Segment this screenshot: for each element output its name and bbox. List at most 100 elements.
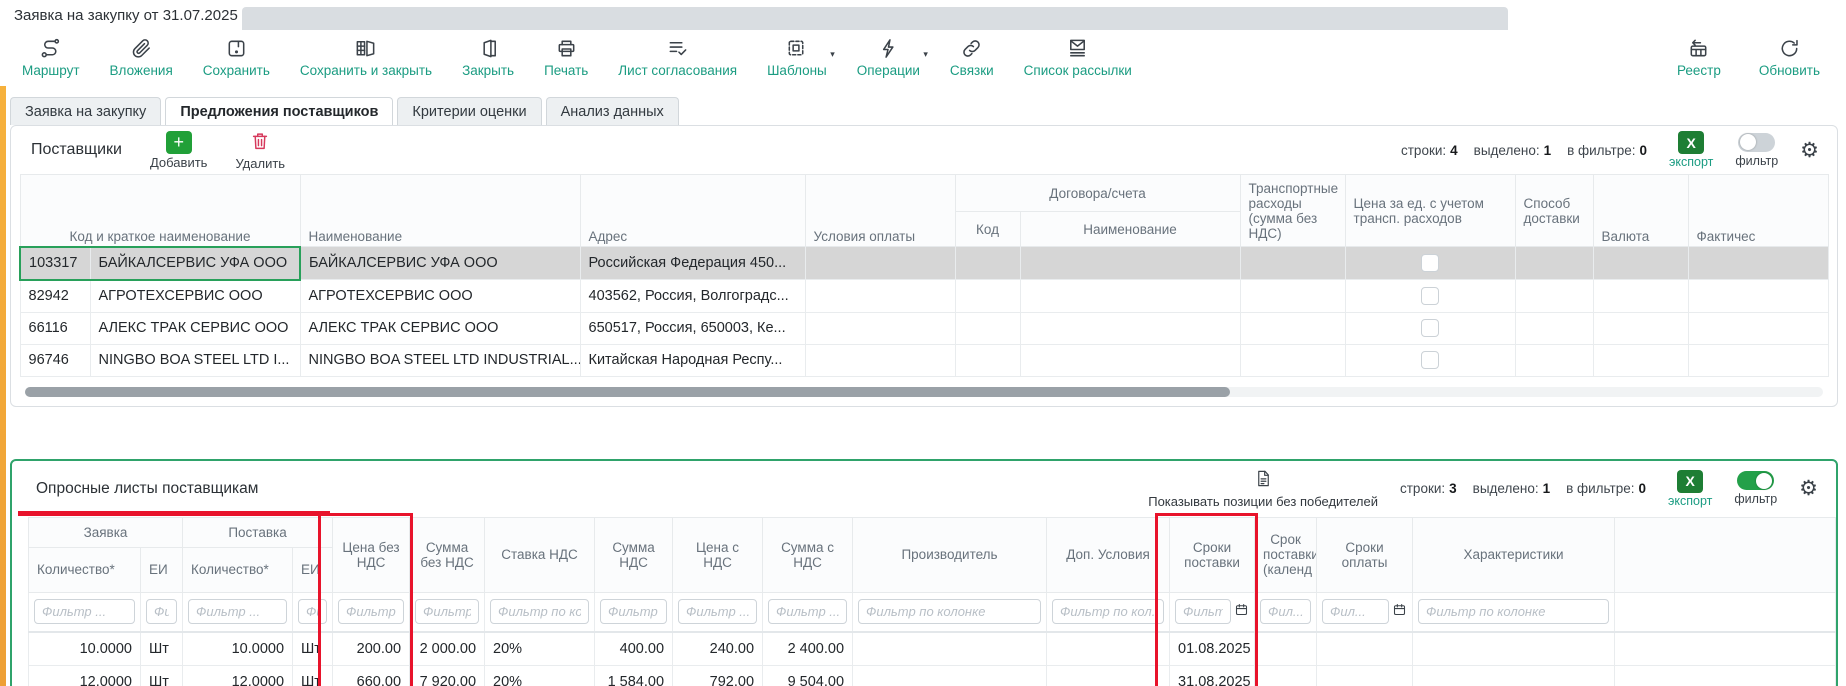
- show-positions-without-winners-button[interactable]: Показывать позиции без победителей: [1148, 468, 1378, 509]
- cell-contract-name[interactable]: [1019, 343, 1241, 377]
- cell-actual[interactable]: [1687, 279, 1830, 313]
- toggle-track[interactable]: [1737, 471, 1775, 490]
- cell-contract-name[interactable]: [1019, 279, 1241, 313]
- tab-purchase-request[interactable]: Заявка на закупку: [10, 97, 162, 125]
- calendar-icon[interactable]: [1392, 602, 1407, 621]
- toolbar-button-refresh[interactable]: Обновить: [1759, 37, 1820, 78]
- cell-contract-code[interactable]: [954, 311, 1021, 345]
- cell-delivery-method[interactable]: [1514, 279, 1594, 313]
- toolbar-button-links[interactable]: Связки: [950, 37, 994, 78]
- filter-input[interactable]: [678, 599, 758, 624]
- filter-input[interactable]: [1260, 599, 1312, 624]
- filter-toggle[interactable]: фильтр: [1735, 132, 1778, 168]
- toolbar-button-operations[interactable]: ▾ Операции: [857, 37, 928, 78]
- cell-contract-code[interactable]: [954, 279, 1021, 313]
- cell-address[interactable]: Китайская Народная Респу...: [579, 343, 806, 377]
- cell-currency[interactable]: [1592, 279, 1689, 313]
- cell-contract-code[interactable]: [954, 343, 1021, 377]
- filter-input[interactable]: [1322, 599, 1390, 624]
- cell-vat-sum[interactable]: 400.00: [594, 631, 674, 666]
- window-tab-active[interactable]: Заявка на закупку от 31.07.2025 ✕: [0, 0, 276, 30]
- cell-contract-code[interactable]: [954, 246, 1021, 280]
- tab-data-analysis[interactable]: Анализ данных: [545, 97, 679, 125]
- cell-code[interactable]: 82942: [19, 279, 91, 313]
- cell-characteristics[interactable]: [1412, 631, 1616, 666]
- cell-delivery-method[interactable]: [1514, 246, 1594, 280]
- cell-delivery-date[interactable]: 01.08.2025: [1169, 631, 1256, 666]
- scrollbar-thumb[interactable]: [25, 386, 1230, 397]
- toolbar-button-attachments[interactable]: Вложения: [110, 37, 173, 78]
- filter-input[interactable]: [1175, 599, 1232, 624]
- cell-contract-name[interactable]: [1019, 311, 1241, 345]
- filter-input[interactable]: [1052, 599, 1165, 624]
- cell-manufacturer[interactable]: [852, 631, 1048, 666]
- cell-unit-request[interactable]: Шт: [139, 631, 184, 666]
- add-supplier-button[interactable]: + Добавить: [150, 130, 207, 170]
- calendar-icon[interactable]: [1234, 602, 1249, 621]
- filter-input[interactable]: [600, 599, 668, 624]
- cell-unit-request[interactable]: Шт: [139, 664, 184, 686]
- checkbox[interactable]: [1421, 319, 1440, 337]
- toggle-track[interactable]: [1738, 132, 1776, 152]
- cell-delivery-period[interactable]: [1254, 664, 1318, 686]
- cell-payment-terms[interactable]: [804, 343, 956, 377]
- filter-input[interactable]: [1418, 599, 1610, 624]
- cell-unit-price-transport[interactable]: [1344, 279, 1516, 313]
- cell-actual[interactable]: [1687, 311, 1830, 345]
- delete-supplier-button[interactable]: Удалить: [235, 130, 285, 171]
- cell-address[interactable]: 403562, Россия, Волгоградс...: [579, 279, 806, 313]
- toolbar-button-templates[interactable]: ▾ Шаблоны: [767, 37, 835, 78]
- cell-short-name[interactable]: БАЙКАЛСЕРВИС УФА ООО: [89, 245, 302, 281]
- filter-input[interactable]: [858, 599, 1042, 624]
- cell-additional-terms[interactable]: [1046, 631, 1171, 666]
- filter-input[interactable]: [415, 599, 480, 624]
- cell-currency[interactable]: [1592, 343, 1689, 377]
- toolbar-button-close[interactable]: Закрыть: [462, 37, 514, 78]
- cell-currency[interactable]: [1592, 246, 1689, 280]
- filter-input[interactable]: [768, 599, 848, 624]
- filter-input[interactable]: [338, 599, 405, 624]
- filter-input[interactable]: [146, 599, 178, 624]
- cell-qty-request[interactable]: 10.0000: [28, 631, 141, 666]
- export-excel-button[interactable]: X экспорт: [1669, 131, 1713, 169]
- cell-additional-terms[interactable]: [1046, 664, 1171, 686]
- cell--fill[interactable]: [1614, 664, 1836, 686]
- cell-transport-costs[interactable]: [1239, 279, 1346, 313]
- cell-manufacturer[interactable]: [852, 664, 1048, 686]
- cell-code[interactable]: 66116: [19, 311, 91, 345]
- cell-transport-costs[interactable]: [1239, 246, 1346, 280]
- cell-payment-dates[interactable]: [1316, 631, 1414, 666]
- cell-vat-sum[interactable]: 1 584.00: [594, 664, 674, 686]
- cell-unit-price-transport[interactable]: [1344, 311, 1516, 345]
- cell-contract-name[interactable]: [1019, 246, 1241, 280]
- cell-vat-rate[interactable]: 20%: [484, 631, 596, 666]
- cell-unit-price-transport[interactable]: [1344, 246, 1516, 280]
- toolbar-button-registry[interactable]: Реестр: [1677, 37, 1721, 78]
- toolbar-button-approval-sheet[interactable]: Лист согласования: [618, 37, 737, 78]
- filter-input[interactable]: [34, 599, 135, 624]
- cell-unit-supply[interactable]: Шт: [292, 664, 334, 686]
- cell-transport-costs[interactable]: [1239, 343, 1346, 377]
- cell-transport-costs[interactable]: [1239, 311, 1346, 345]
- cell-price-no-vat[interactable]: 200.00: [332, 631, 411, 666]
- filter-input[interactable]: [188, 599, 288, 624]
- cell-delivery-period[interactable]: [1254, 631, 1318, 666]
- toolbar-button-route[interactable]: Маршрут: [22, 37, 80, 78]
- cell-price-with-vat[interactable]: 240.00: [672, 631, 764, 666]
- cell-address[interactable]: 650517, Россия, 650003, Ке...: [579, 311, 806, 345]
- cell-qty-supply[interactable]: 10.0000: [182, 631, 294, 666]
- cell-name[interactable]: БАЙКАЛСЕРВИС УФА ООО: [299, 246, 581, 280]
- cell-sum-with-vat[interactable]: 9 504.00: [762, 664, 854, 686]
- cell-name[interactable]: АЛЕКС ТРАК СЕРВИС ООО: [299, 311, 581, 345]
- cell-payment-terms[interactable]: [804, 311, 956, 345]
- toolbar-button-save-and-close[interactable]: Сохранить и закрыть: [300, 37, 432, 78]
- cell-payment-terms[interactable]: [804, 279, 956, 313]
- cell-sum-no-vat[interactable]: 2 000.00: [409, 631, 486, 666]
- cell-name[interactable]: NINGBO BOA STEEL LTD INDUSTRIAL...: [299, 343, 581, 377]
- cell-price-with-vat[interactable]: 792.00: [672, 664, 764, 686]
- cell-payment-terms[interactable]: [804, 246, 956, 280]
- cell-unit-supply[interactable]: Шт: [292, 631, 334, 666]
- cell-code[interactable]: 103317: [19, 245, 91, 281]
- toolbar-button-print[interactable]: Печать: [544, 37, 588, 78]
- cell-delivery-method[interactable]: [1514, 311, 1594, 345]
